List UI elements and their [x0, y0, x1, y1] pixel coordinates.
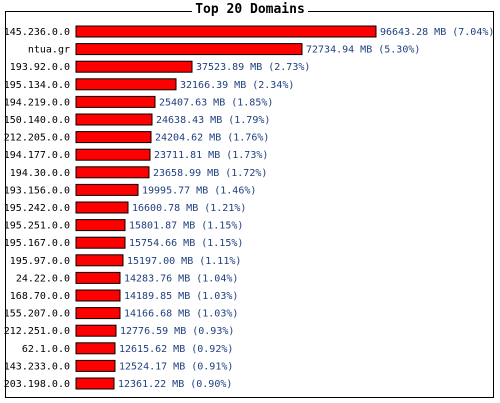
bar [75, 201, 129, 214]
category-label: 155.207.0.0 [4, 309, 70, 320]
bar [75, 166, 150, 179]
category-label: 195.134.0.0 [4, 80, 70, 91]
bar [75, 377, 115, 390]
bar [75, 113, 153, 126]
category-label: 145.236.0.0 [4, 27, 70, 38]
bar [75, 359, 116, 372]
category-label: 212.205.0.0 [4, 133, 70, 144]
value-label: 15197.00 MB (1.11%) [127, 256, 241, 267]
bar [75, 43, 303, 56]
value-label: 32166.39 MB (2.34%) [180, 80, 294, 91]
value-label: 14189.85 MB (1.03%) [124, 291, 238, 302]
category-label: 150.140.0.0 [4, 115, 70, 126]
value-label: 24638.43 MB (1.79%) [156, 115, 270, 126]
category-label: 195.167.0.0 [4, 238, 70, 249]
bar [75, 324, 117, 337]
bar [75, 60, 193, 73]
value-label: 23658.99 MB (1.72%) [153, 168, 267, 179]
category-label: 193.156.0.0 [4, 185, 70, 196]
category-label: 212.251.0.0 [4, 326, 70, 337]
bar [75, 254, 124, 267]
category-label: 143.233.0.0 [4, 361, 70, 372]
value-label: 15754.66 MB (1.15%) [129, 238, 243, 249]
chart-title: Top 20 Domains [192, 2, 308, 17]
category-label: 195.242.0.0 [4, 203, 70, 214]
bar [75, 148, 151, 161]
value-label: 24204.62 MB (1.76%) [155, 133, 269, 144]
bar [75, 271, 121, 284]
bar [75, 289, 121, 302]
value-label: 16600.78 MB (1.21%) [132, 203, 246, 214]
value-label: 19995.77 MB (1.46%) [142, 185, 256, 196]
bar [75, 183, 139, 196]
bar [75, 95, 156, 108]
category-label: 195.251.0.0 [4, 221, 70, 232]
category-label: 193.92.0.0 [10, 62, 70, 73]
value-label: 12361.22 MB (0.90%) [118, 379, 232, 390]
category-label: 194.30.0.0 [10, 168, 70, 179]
value-label: 15801.87 MB (1.15%) [129, 221, 243, 232]
value-label: 25407.63 MB (1.85%) [159, 97, 273, 108]
value-label: 23711.81 MB (1.73%) [154, 150, 268, 161]
value-label: 14166.68 MB (1.03%) [124, 309, 238, 320]
bar [75, 342, 116, 355]
value-label: 12524.17 MB (0.91%) [119, 361, 233, 372]
value-label: 12615.62 MB (0.92%) [119, 344, 233, 355]
bar [75, 131, 152, 144]
category-label: ntua.gr [28, 45, 70, 56]
category-label: 203.198.0.0 [4, 379, 70, 390]
value-label: 96643.28 MB (7.04%) [380, 27, 494, 38]
value-label: 14283.76 MB (1.04%) [124, 273, 238, 284]
category-label: 62.1.0.0 [22, 344, 70, 355]
value-label: 37523.89 MB (2.73%) [196, 62, 310, 73]
bar [75, 25, 377, 38]
category-label: 24.22.0.0 [16, 273, 70, 284]
value-label: 12776.59 MB (0.93%) [120, 326, 234, 337]
category-label: 194.177.0.0 [4, 150, 70, 161]
category-label: 168.70.0.0 [10, 291, 70, 302]
bar [75, 236, 126, 249]
bar [75, 219, 126, 232]
bar [75, 78, 177, 91]
category-label: 194.219.0.0 [4, 97, 70, 108]
value-label: 72734.94 MB (5.30%) [306, 45, 420, 56]
bar [75, 307, 121, 320]
chart-title-container: Top 20 Domains [0, 2, 500, 18]
category-label: 195.97.0.0 [10, 256, 70, 267]
